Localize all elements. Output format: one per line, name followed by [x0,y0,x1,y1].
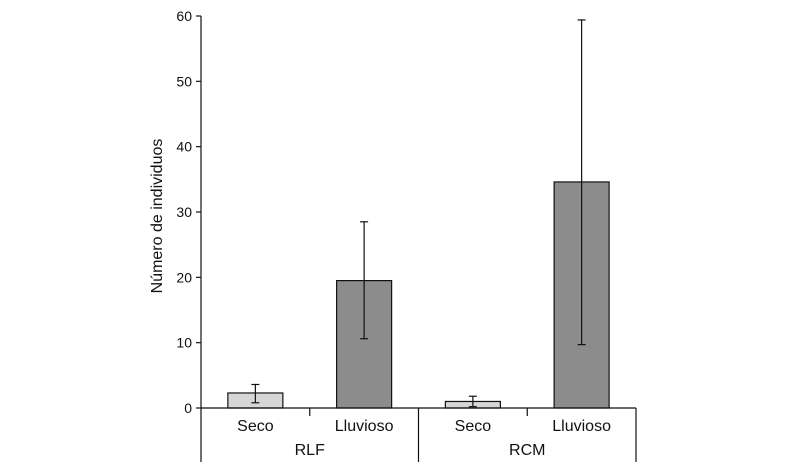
y-axis: 0 10 20 30 40 50 60 [176,8,202,416]
group-label-rlf: RLF [295,442,325,459]
y-tick-label: 20 [176,269,192,285]
category-label: Seco [455,418,492,435]
y-axis-title: Número de individuos [149,139,166,294]
category-label: Lluvioso [552,418,611,435]
y-tick-label: 40 [176,139,192,155]
group-label-rcm: RCM [509,442,545,459]
y-tick-label: 0 [184,400,192,416]
bars-layer [227,19,610,409]
category-label: Seco [237,418,274,435]
category-label: Lluvioso [335,418,394,435]
y-tick-label: 50 [176,73,192,89]
y-tick-label: 30 [176,204,192,220]
y-tick-label: 10 [176,335,192,351]
x-axis: Seco Lluvioso RLF Seco Lluvioso RCM [200,407,637,462]
y-tick-label: 60 [176,8,192,24]
